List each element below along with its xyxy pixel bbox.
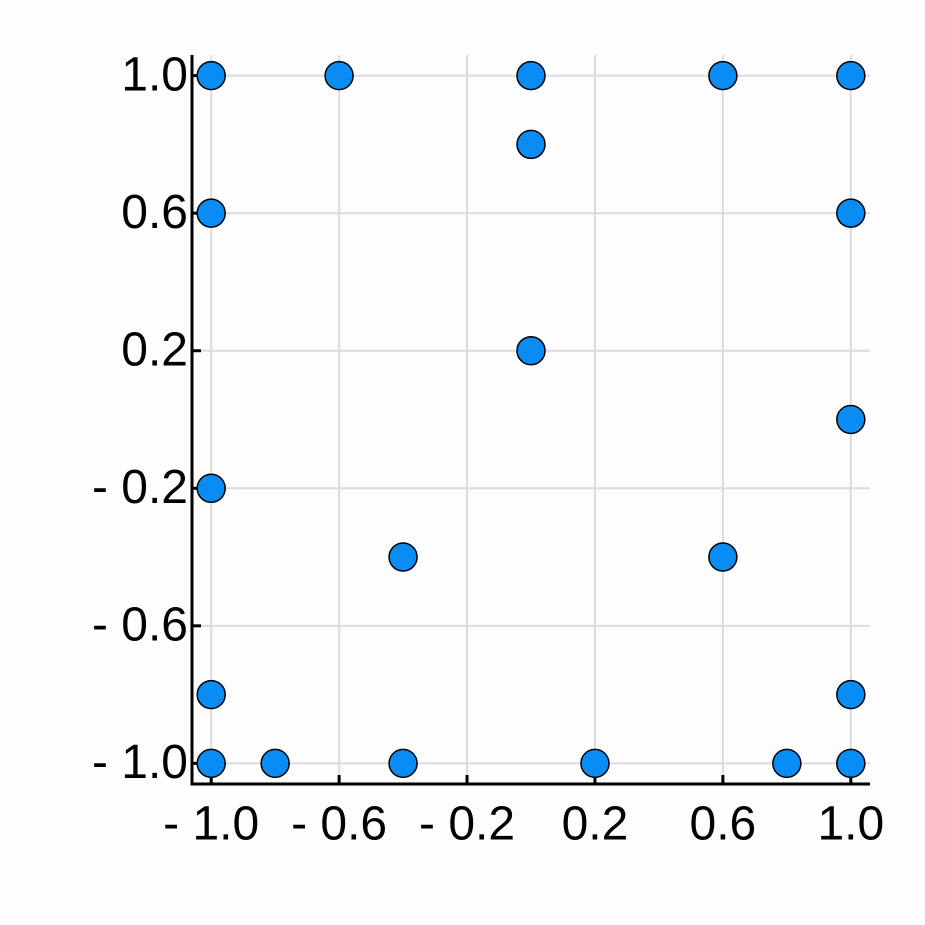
point (196, 679, 226, 710)
point (260, 748, 290, 779)
point (836, 404, 866, 435)
point (516, 60, 546, 91)
x-tick-label: - 1.0 (163, 798, 259, 851)
x-tick-label: 0.6 (690, 798, 757, 851)
y-tick-label: 0.2 (121, 323, 188, 376)
point (708, 60, 738, 91)
x-tick-label: - 0.6 (291, 798, 387, 851)
point (836, 679, 866, 710)
y-tick-label: - 0.2 (92, 461, 188, 514)
point (324, 60, 354, 91)
point (836, 748, 866, 779)
y-tick-label: - 0.6 (92, 598, 188, 651)
point (708, 542, 738, 572)
point (516, 129, 546, 160)
y-tick-label: 1.0 (121, 48, 188, 101)
x-tick-label: - 0.2 (419, 798, 515, 851)
point (772, 748, 802, 779)
point (836, 198, 866, 228)
point (196, 60, 226, 91)
point (388, 542, 418, 572)
x-tick-label: 0.2 (562, 798, 629, 851)
point (196, 198, 226, 228)
point (196, 748, 226, 779)
y-tick-label: 0.6 (121, 186, 188, 239)
point (388, 748, 418, 779)
point (580, 748, 610, 779)
x-tick-label: 1.0 (817, 798, 884, 851)
point (516, 335, 546, 366)
y-tick-label: - 1.0 (92, 736, 188, 789)
point (836, 60, 866, 91)
point (196, 473, 226, 504)
